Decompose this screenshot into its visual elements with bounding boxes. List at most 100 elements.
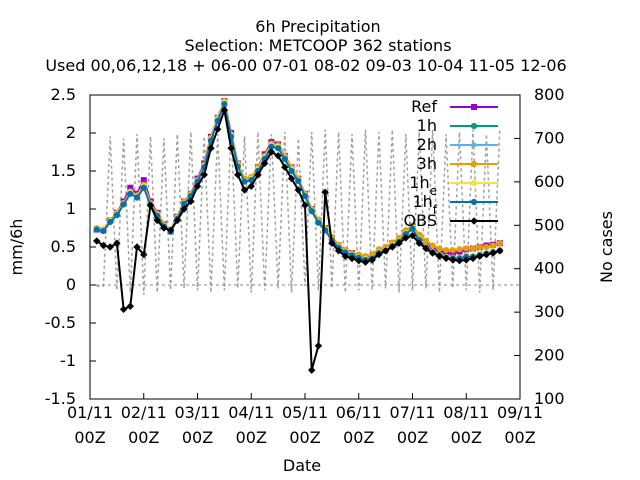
series-obs-point xyxy=(442,254,450,263)
x-tick-label-date: 09/11 xyxy=(497,403,543,422)
series-3h-point xyxy=(463,245,470,252)
series-3h-point xyxy=(456,246,463,253)
y-tick-label: -1 xyxy=(60,351,76,370)
x-tick-label-date: 08/11 xyxy=(443,403,489,422)
series-obs-point xyxy=(153,216,161,225)
legend-swatch-marker xyxy=(470,179,478,187)
legend-label: 2h xyxy=(417,135,437,154)
series-3h-point xyxy=(422,237,430,245)
series-obs-point xyxy=(428,249,437,257)
y-tick-label: 1.5 xyxy=(51,161,76,180)
series-1hf-point xyxy=(127,190,134,197)
legend-swatch-marker xyxy=(470,160,478,168)
series-obs-point xyxy=(301,201,309,209)
series-obs-point xyxy=(294,186,302,194)
series-3h-point xyxy=(483,243,490,251)
series-obs-point xyxy=(435,252,444,260)
series-1hf-point xyxy=(107,218,114,226)
series-1hf-point xyxy=(295,177,302,184)
series-1hf-point xyxy=(140,184,147,191)
y2-tick-label: 600 xyxy=(534,172,565,191)
y2-tick-label: 700 xyxy=(534,128,565,147)
series-3h-point xyxy=(436,245,443,252)
series-obs-point xyxy=(388,243,397,251)
series-1hf-point xyxy=(93,226,100,233)
no-cases-layer xyxy=(96,129,501,295)
series-3h-point xyxy=(490,242,497,249)
series-obs-point xyxy=(489,249,497,257)
title-line-3: Used 00,06,12,18 + 06-00 07-01 08-02 09-… xyxy=(45,56,566,75)
series-obs-point xyxy=(375,250,383,259)
x-tick-label-date: 02/11 xyxy=(121,403,167,422)
y-tick-label: 0.5 xyxy=(51,237,76,256)
legend-entry-ref: Ref xyxy=(411,97,498,116)
series-obs-point xyxy=(281,163,289,171)
legend-entry-3h: 3h xyxy=(417,154,498,173)
series-obs-point xyxy=(220,106,229,114)
x-tick-label-date: 05/11 xyxy=(282,403,328,422)
legend-swatch-marker xyxy=(470,198,478,206)
x-tick-label-hour: 00Z xyxy=(397,428,428,447)
series-obs-point xyxy=(402,234,410,242)
series-obs-point xyxy=(213,125,222,133)
series-3h-point xyxy=(442,246,450,254)
series-obs-point xyxy=(140,250,148,259)
legend-label: 1h xyxy=(417,116,437,135)
series-obs-line xyxy=(96,106,501,371)
series-obs-point xyxy=(207,144,215,152)
series-obs-point xyxy=(462,256,470,264)
x-tick-label-date: 03/11 xyxy=(174,403,220,422)
x-tick-label-date: 04/11 xyxy=(228,403,274,422)
y-tick-label: 2.5 xyxy=(51,85,76,104)
y-tick-label: 2 xyxy=(66,123,76,142)
series-obs-point xyxy=(422,244,430,253)
y-tick-label: -1.5 xyxy=(45,389,76,408)
series-layer xyxy=(93,97,504,374)
series-obs-point xyxy=(260,159,269,168)
legend-label: 3h xyxy=(417,154,437,173)
series-1hf-point xyxy=(275,145,282,152)
series-obs-point xyxy=(247,182,255,190)
x-tick-label-hour: 00Z xyxy=(182,428,213,447)
series-obs-point xyxy=(408,231,417,240)
y-tick-label: -0.5 xyxy=(45,313,76,332)
series-obs-point xyxy=(475,252,484,260)
series-obs-point xyxy=(193,182,202,190)
series-1hf-point xyxy=(241,178,248,185)
series-1hf-point xyxy=(100,227,107,235)
series-obs-point xyxy=(227,144,235,152)
y2-tick-label: 300 xyxy=(534,302,565,321)
series-obs-point xyxy=(348,254,356,263)
series-obs-point xyxy=(469,254,477,263)
series-obs-point xyxy=(187,197,195,206)
series-1hf-point xyxy=(120,201,127,208)
series-obs-point xyxy=(334,247,343,255)
legend-entry-obs: OBS xyxy=(404,211,498,230)
legend-swatch-marker xyxy=(470,122,478,130)
series-3h-point xyxy=(469,245,477,252)
series-1hf-point xyxy=(221,101,228,108)
series-1hf-point xyxy=(301,192,309,200)
series-3h-point xyxy=(429,242,436,249)
legend-label: OBS xyxy=(404,211,437,230)
series-obs-point xyxy=(160,224,168,232)
legend-label: Ref xyxy=(411,97,437,116)
series-obs-point xyxy=(395,239,403,247)
series-obs-point xyxy=(113,239,121,247)
series-obs-point xyxy=(321,188,329,196)
series-obs-point xyxy=(415,239,423,247)
series-obs-point xyxy=(368,256,376,264)
legend-swatch-marker xyxy=(471,142,477,148)
series-obs-point xyxy=(496,247,504,255)
series-no-cases-line xyxy=(96,129,501,295)
title-line-1: 6h Precipitation xyxy=(255,17,380,36)
series-obs-point xyxy=(166,226,175,234)
series-obs-point xyxy=(240,186,249,194)
series-obs-point xyxy=(355,256,363,265)
series-obs xyxy=(93,106,504,374)
x-tick-label-date: 01/11 xyxy=(67,403,113,422)
series-3h-point xyxy=(496,240,503,247)
x-tick-label-date: 06/11 xyxy=(336,403,382,422)
